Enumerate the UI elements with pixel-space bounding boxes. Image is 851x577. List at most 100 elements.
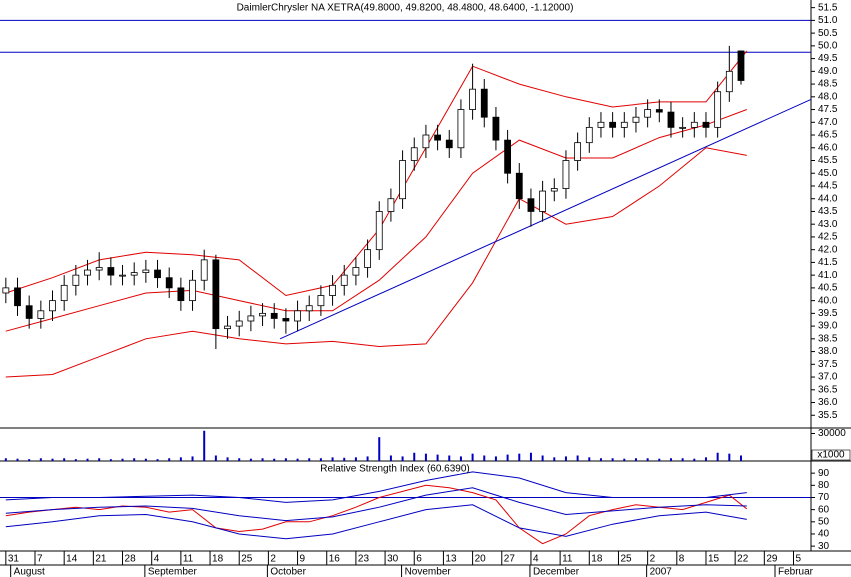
- candle-body: [504, 139, 512, 174]
- x-tick-label: 14: [66, 554, 78, 565]
- volume-bar: [144, 458, 147, 461]
- candle-body: [189, 279, 196, 302]
- x-tick-label: 13: [445, 554, 457, 565]
- x-tick-label: 27: [504, 554, 516, 565]
- month-label: 2007: [650, 567, 673, 577]
- volume-bar: [716, 452, 719, 461]
- chart-title: DaimlerChrysler NA XETRA(49.8000, 49.820…: [237, 3, 574, 14]
- volume-bar: [634, 458, 637, 461]
- x-tick-label: 11: [562, 554, 573, 565]
- y-tick-label: 48.5: [818, 79, 838, 90]
- candle-body: [142, 269, 150, 273]
- candle-body: [620, 121, 628, 128]
- unit-box: [811, 449, 851, 461]
- candle-body: [690, 121, 698, 128]
- y-tick-label: 45.0: [818, 168, 838, 179]
- y-tick-label: 49.0: [818, 66, 838, 77]
- x-tick-label: 9: [300, 554, 306, 565]
- candle-body: [597, 121, 605, 128]
- x-tick-label: 8: [679, 554, 685, 565]
- month-label: October: [270, 567, 306, 577]
- y-tick-label: 46.5: [818, 130, 838, 141]
- x-tick-label: 23: [358, 554, 370, 565]
- candle-body: [539, 190, 547, 212]
- volume-bar: [28, 459, 31, 461]
- volume-bar: [553, 457, 556, 461]
- candle-body: [679, 126, 687, 129]
- volume-bar: [728, 453, 731, 461]
- y-tick-label: 80: [818, 480, 830, 491]
- candle-body: [469, 88, 476, 110]
- volume-bar: [424, 453, 427, 461]
- volume-bar: [693, 458, 696, 461]
- x-tick-label: 4: [154, 554, 160, 565]
- candle-body: [445, 139, 453, 149]
- candle-body: [387, 198, 395, 212]
- panel: 51.5 51.0 50.550.0 49.5 49.0 48.548.0 47.5 47.0…: [0, 2, 838, 421]
- volume-bar: [494, 456, 497, 461]
- volume-bar: [436, 454, 439, 461]
- month-label: Februar: [778, 567, 814, 577]
- rsi-line: [5, 504, 747, 540]
- volume-bar: [63, 458, 66, 461]
- x-tick-label: 11: [183, 554, 194, 565]
- candle-body: [282, 318, 290, 322]
- candle-body: [95, 267, 103, 271]
- candle-body: [305, 305, 313, 312]
- candle-body: [224, 325, 231, 330]
- x-tick-label: 15: [708, 554, 720, 565]
- y-tick-label: 70: [818, 492, 830, 503]
- x-tick-label: 20: [475, 554, 487, 565]
- volume-bar: [121, 458, 124, 461]
- y-tick-label: 41.0: [818, 270, 838, 281]
- volume-bar: [51, 458, 54, 461]
- volume-bar: [214, 455, 217, 461]
- candle-body: [294, 310, 301, 322]
- candle-body: [119, 274, 126, 277]
- candle-body: [364, 249, 371, 268]
- volume-bar: [669, 458, 672, 461]
- y-tick-label: 49.5: [818, 53, 838, 64]
- volume-bar: [179, 457, 182, 461]
- volume-bar: [739, 455, 742, 461]
- candle-body: [562, 160, 570, 189]
- panel: 30000 x1000: [4, 428, 851, 461]
- y-tick-label: 37.0: [818, 372, 838, 383]
- candle-body: [737, 50, 745, 81]
- y-tick-label: 30: [818, 541, 830, 552]
- volume-bar: [284, 458, 287, 461]
- volume-bar: [448, 455, 451, 461]
- volume-bar: [541, 455, 544, 461]
- candle-body: [574, 142, 582, 161]
- candle-body: [399, 160, 406, 200]
- y-tick-label: 90: [818, 468, 830, 479]
- volume-bar: [319, 458, 322, 461]
- candle-body: [609, 121, 617, 128]
- candle-body: [585, 126, 593, 144]
- volume-bar: [401, 456, 404, 461]
- volume-bar: [623, 458, 626, 461]
- candle-body: [632, 116, 640, 123]
- volume-bar: [168, 458, 171, 461]
- candle-body: [317, 295, 325, 307]
- volume-bar: [343, 457, 346, 461]
- volume-bar: [389, 455, 392, 461]
- candle-body: [72, 274, 80, 286]
- candle-body: [235, 320, 243, 327]
- y-tick-label: 43.5: [818, 206, 838, 217]
- volume-bar: [249, 458, 252, 461]
- volume-bar: [226, 457, 229, 461]
- x-tick-label: 2: [270, 554, 276, 565]
- volume-bar: [4, 458, 7, 461]
- unit-label: x1000: [817, 450, 845, 461]
- month-label: November: [405, 567, 452, 577]
- y-tick-label: 50.0: [818, 40, 838, 51]
- x-tick-label: 4: [533, 554, 539, 565]
- candle-body: [644, 109, 652, 118]
- volume-bar: [564, 456, 567, 461]
- volume-bar: [646, 458, 649, 461]
- volume-bar: [518, 453, 521, 461]
- candle-body: [107, 267, 115, 276]
- volume-bar: [599, 458, 602, 461]
- y-tick-label: 50.5: [818, 28, 838, 39]
